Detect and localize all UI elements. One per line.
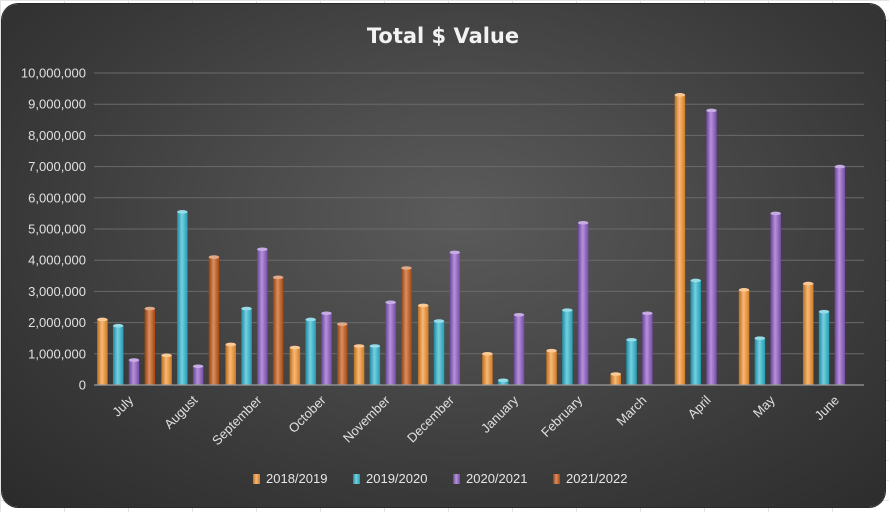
legend[interactable]: 2018/2019 2019/2020 2020/2021 2021/2022	[253, 471, 627, 486]
bar-2020-2021-september	[257, 247, 268, 385]
bar-chart: Total $ Value 0 1,000,000 2,000,000 3,000,0…	[21, 24, 864, 486]
y-tick-label: 10,000,000	[21, 66, 86, 81]
bar-2021-2022-november	[401, 266, 412, 385]
bar-2019-2020-march	[626, 337, 637, 385]
bar-2020-2021-august	[192, 364, 204, 385]
bar-2021-2022-october	[337, 322, 348, 385]
bar-2019-2020-november	[369, 344, 381, 385]
x-tick-label: November	[340, 392, 393, 445]
y-tick-label: 5,000,000	[28, 222, 86, 237]
legend-item[interactable]: 2019/2020	[353, 471, 427, 486]
legend-item[interactable]: 2020/2021	[453, 471, 527, 486]
x-tick-label: July	[109, 392, 136, 419]
bar-2020-2021-june	[834, 164, 846, 385]
bar-2018-2019-june	[802, 281, 814, 385]
x-tick-label: January	[478, 392, 522, 436]
bar-2018-2019-august	[161, 353, 172, 385]
y-tick-label: 7,000,000	[28, 159, 86, 174]
y-tick-label: 2,000,000	[28, 315, 86, 330]
bar-2021-2022-september	[272, 275, 284, 385]
legend-item[interactable]: 2021/2022	[553, 471, 627, 486]
y-tick-label: 4,000,000	[28, 253, 86, 268]
bar-2021-2022-july	[144, 306, 156, 385]
bar-2020-2021-march	[642, 311, 653, 385]
y-tick-label: 6,000,000	[28, 190, 86, 205]
bar-2018-2019-july	[97, 317, 108, 385]
chart-area[interactable]: Total $ Value 0 1,000,000 2,000,000 3,000,0…	[2, 4, 885, 507]
bar-2018-2019-september	[225, 342, 236, 385]
legend-label: 2020/2021	[466, 471, 527, 486]
x-tick-label: October	[285, 392, 329, 436]
bar-2018-2019-january	[482, 352, 493, 385]
bar-2019-2020-october	[305, 317, 316, 385]
bar-2019-2020-april	[690, 278, 701, 385]
legend-label: 2018/2019	[266, 471, 327, 486]
x-tick-label: September	[209, 392, 265, 448]
x-tick-label: February	[538, 392, 586, 440]
bar-2019-2020-february	[562, 308, 573, 385]
x-tick-label: April	[685, 392, 714, 421]
bar-2018-2019-november	[353, 344, 365, 385]
bar-2018-2019-april	[674, 93, 686, 385]
bar-2018-2019-december	[417, 303, 429, 385]
legend-label: 2021/2022	[566, 471, 627, 486]
bar-2018-2019-may	[738, 288, 750, 385]
x-tick-label: March	[613, 393, 649, 429]
x-axis-ticks: July August September October November Decemb…	[109, 392, 842, 448]
bar-2019-2020-december	[433, 319, 445, 385]
y-tick-label: 9,000,000	[28, 97, 86, 112]
x-tick-label: August	[161, 392, 200, 431]
x-tick-label: December	[404, 392, 457, 445]
bar-2019-2020-may	[754, 336, 766, 385]
bar-2020-2021-february	[577, 220, 589, 385]
bar-2018-2019-march	[610, 372, 621, 385]
y-tick-label: 8,000,000	[28, 128, 86, 143]
x-tick-label: May	[750, 392, 778, 420]
bar-2020-2021-april	[706, 108, 717, 385]
bar-2020-2021-january	[513, 313, 525, 385]
bar-2020-2021-may	[770, 211, 781, 385]
bar-2019-2020-july	[112, 323, 124, 385]
y-tick-label: 3,000,000	[28, 284, 86, 299]
y-tick-label: 0	[79, 378, 86, 393]
bar-2019-2020-january	[497, 378, 509, 385]
bar-2018-2019-october	[289, 345, 301, 385]
bar-2020-2021-november	[385, 300, 396, 385]
bar-2020-2021-july	[128, 358, 140, 385]
bar-2020-2021-october	[321, 311, 332, 385]
legend-label: 2019/2020	[366, 471, 427, 486]
chart-title: Total $ Value	[367, 24, 519, 48]
bar-2019-2020-june	[818, 309, 830, 385]
bar-2019-2020-september	[241, 306, 252, 385]
y-axis-ticks: 0 1,000,000 2,000,000 3,000,000 4,000,000 5,0…	[21, 66, 86, 393]
x-tick-label: June	[811, 393, 842, 424]
bar-2018-2019-february	[546, 348, 557, 385]
y-tick-label: 1,000,000	[28, 346, 86, 361]
bar-2021-2022-august	[208, 255, 220, 385]
bar-2020-2021-december	[449, 250, 461, 385]
legend-item[interactable]: 2018/2019	[253, 471, 327, 486]
bars	[97, 93, 846, 385]
bar-2019-2020-august	[177, 210, 188, 385]
